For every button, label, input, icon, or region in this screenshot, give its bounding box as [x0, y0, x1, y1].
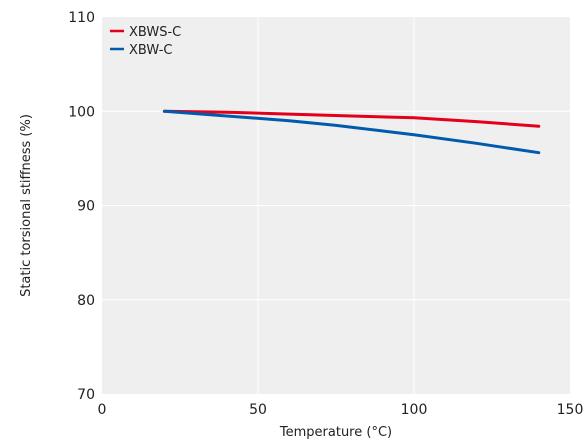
legend: XBWS-C XBW-C: [110, 25, 181, 58]
tick-labels: 70 80 90 100 110 0 50 100 150: [68, 10, 583, 418]
legend-label-xbws-c: XBWS-C: [129, 25, 181, 40]
y-tick-label: 70: [77, 387, 95, 403]
x-tick-label: 100: [401, 402, 428, 418]
grid-lines: [102, 17, 570, 394]
x-tick-label: 50: [249, 402, 267, 418]
x-tick-label: 0: [98, 402, 107, 418]
x-tick-label: 150: [557, 402, 584, 418]
x-axis-title: Temperature (°C): [279, 425, 392, 440]
y-tick-label: 100: [68, 104, 95, 120]
y-tick-label: 90: [77, 199, 95, 215]
series-line-xbw-c: [162, 109, 541, 155]
series-lines: [162, 109, 541, 155]
y-tick-label: 110: [68, 10, 95, 26]
y-tick-label: 80: [77, 293, 95, 309]
y-axis-title: Static torsional stiffness (%): [19, 114, 34, 297]
series-line-xbws-c: [162, 109, 541, 128]
legend-label-xbw-c: XBW-C: [129, 43, 172, 58]
